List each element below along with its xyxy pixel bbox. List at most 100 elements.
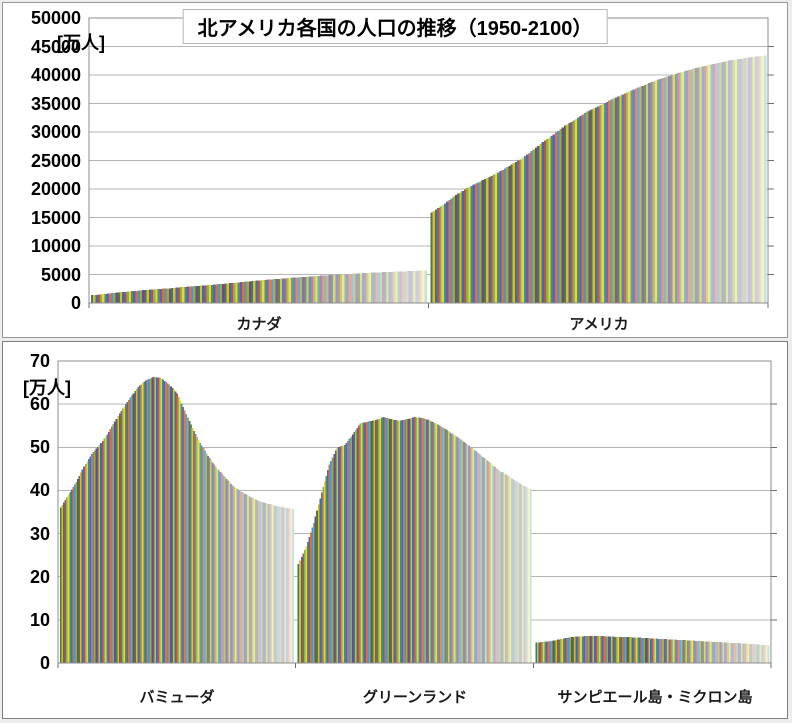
population-bar bbox=[128, 399, 130, 663]
population-bar bbox=[142, 383, 144, 663]
population-bar bbox=[242, 281, 245, 303]
population-bar bbox=[350, 436, 353, 663]
y-axis-unit-label-bottom: [万人] bbox=[23, 378, 71, 398]
population-bar bbox=[313, 276, 316, 303]
population-bar bbox=[402, 419, 405, 663]
population-bar bbox=[231, 485, 234, 663]
population-bar bbox=[693, 640, 696, 663]
population-bar bbox=[643, 637, 646, 663]
population-bar bbox=[288, 277, 292, 303]
population-bar bbox=[230, 483, 233, 663]
population-bar bbox=[584, 636, 587, 663]
population-bar bbox=[155, 289, 159, 303]
population-bar bbox=[494, 467, 497, 663]
population-bar bbox=[448, 199, 451, 303]
population-bar bbox=[395, 271, 398, 303]
population-bar bbox=[732, 59, 736, 304]
population-bar bbox=[449, 432, 452, 663]
population-bar bbox=[656, 638, 658, 663]
population-bar bbox=[270, 279, 274, 303]
population-bar bbox=[244, 281, 247, 303]
category-label-usa: アメリカ bbox=[569, 316, 629, 333]
population-bar bbox=[364, 422, 367, 663]
population-bar bbox=[265, 503, 268, 663]
population-bar bbox=[435, 423, 438, 663]
population-bar bbox=[392, 419, 394, 663]
population-bar bbox=[413, 417, 416, 663]
population-bar bbox=[140, 384, 143, 663]
population-bar bbox=[520, 484, 523, 663]
y-tick-label: 15000 bbox=[30, 207, 81, 228]
population-bar bbox=[570, 637, 573, 663]
population-bar bbox=[319, 498, 322, 663]
population-bar bbox=[290, 277, 294, 303]
population-bar bbox=[396, 420, 399, 663]
population-bar bbox=[563, 638, 566, 663]
population-bar bbox=[508, 165, 511, 303]
population-bar bbox=[217, 470, 220, 663]
population-bar bbox=[356, 427, 359, 663]
population-bar bbox=[213, 464, 216, 663]
population-bar bbox=[70, 489, 73, 663]
population-bar bbox=[517, 482, 520, 663]
population-bar bbox=[591, 635, 593, 663]
population-bar bbox=[730, 642, 733, 663]
y-tick-label: 0 bbox=[70, 293, 81, 313]
population-bar bbox=[753, 644, 756, 663]
population-bar bbox=[508, 476, 511, 663]
population-bar bbox=[137, 386, 140, 663]
population-bar bbox=[120, 411, 123, 663]
population-bar bbox=[566, 124, 569, 303]
population-bar bbox=[744, 643, 747, 663]
population-bar bbox=[337, 446, 340, 663]
population-bar bbox=[457, 437, 459, 663]
population-bar bbox=[612, 98, 616, 304]
population-bar bbox=[407, 418, 410, 663]
population-bar bbox=[654, 80, 658, 303]
population-bar bbox=[714, 641, 717, 663]
population-bar bbox=[717, 642, 720, 663]
population-bar bbox=[463, 441, 466, 663]
population-bar bbox=[339, 274, 343, 303]
population-bar bbox=[304, 276, 307, 303]
population-bar bbox=[611, 636, 614, 663]
population-bar bbox=[492, 174, 496, 303]
population-bar bbox=[683, 640, 686, 663]
population-bar bbox=[207, 455, 209, 663]
y-tick-label: 0 bbox=[39, 653, 50, 673]
population-bar bbox=[472, 449, 475, 663]
population-bar bbox=[432, 422, 435, 663]
population-bar bbox=[214, 466, 217, 663]
population-bar bbox=[586, 111, 589, 303]
population-bar bbox=[381, 417, 384, 663]
population-bar bbox=[657, 638, 660, 663]
population-bar bbox=[350, 273, 354, 303]
population-bar bbox=[443, 428, 446, 663]
population-bar bbox=[357, 273, 361, 303]
population-bar bbox=[632, 637, 635, 663]
population-bar bbox=[521, 157, 525, 303]
population-bar bbox=[216, 468, 219, 663]
population-bar bbox=[95, 294, 99, 303]
population-bar bbox=[373, 420, 376, 663]
population-bar bbox=[404, 419, 407, 663]
population-bar bbox=[463, 189, 467, 303]
population-bar bbox=[734, 643, 737, 663]
population-bar bbox=[759, 56, 762, 303]
population-bar bbox=[547, 641, 550, 663]
population-bar bbox=[536, 642, 539, 663]
population-bar bbox=[712, 63, 716, 303]
population-bar bbox=[230, 283, 234, 303]
population-bar bbox=[578, 636, 581, 663]
population-bar bbox=[724, 642, 727, 663]
population-bar bbox=[378, 418, 381, 663]
population-bar bbox=[528, 152, 531, 303]
population-bar bbox=[299, 277, 303, 303]
population-bar bbox=[184, 286, 187, 303]
population-bar bbox=[157, 289, 161, 303]
population-bar bbox=[379, 272, 383, 303]
population-bar bbox=[417, 270, 421, 303]
population-bar bbox=[362, 273, 365, 303]
population-bar bbox=[641, 85, 645, 303]
population-bar bbox=[440, 426, 442, 663]
